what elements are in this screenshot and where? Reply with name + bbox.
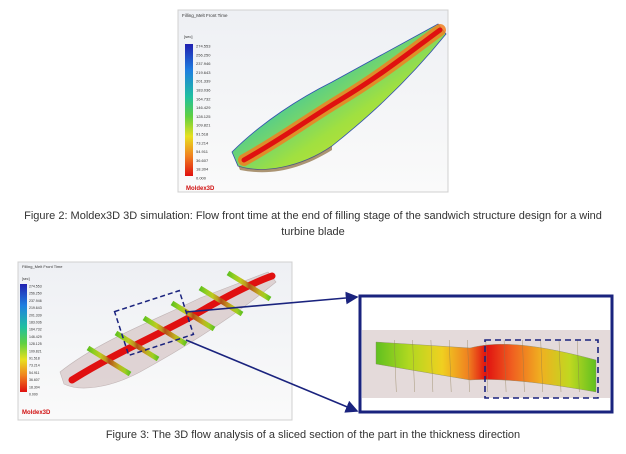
figure-2-image: Filling_Melt Front Time [sec] Moldex3D 2… [177,9,449,193]
legend-label: 128.125 [29,342,42,346]
rib-outline [170,300,216,332]
legend-label: 18.304 [196,167,209,172]
caption: Figure 3: The 3D flow analysis of a slic… [105,429,521,441]
rib-outline [86,345,132,377]
image-title: Filling_Melt Front Time [22,264,63,269]
legend-label: 256.250 [196,52,211,57]
division [485,339,489,393]
legend-label: 146.429 [196,105,211,110]
legend-label: 0.000 [29,393,38,397]
color-scale [185,44,193,176]
legend-label: 146.429 [29,335,42,339]
rib [226,270,272,302]
brand-label: Moldex3D [22,410,51,416]
division [412,339,415,393]
legend-label: 201.339 [29,313,42,317]
legend-label: 183.036 [196,88,211,93]
legend-unit: [sec] [22,277,30,281]
division [448,339,452,393]
legend-label: 274.553 [29,285,42,289]
rib [198,285,244,317]
legend-label: 274.553 [196,44,211,49]
legend-label: 54.911 [29,371,39,375]
division [540,339,543,393]
caption: Figure 2: Moldex3D 3D simulation: Flow f… [24,210,602,238]
legend-label: 164.732 [196,96,211,101]
division [467,339,470,393]
rib-outline [226,270,272,302]
legend-label: 0.000 [196,176,207,181]
legend-label: 73.214 [29,364,40,368]
legend-unit: [sec] [184,34,192,39]
legend-label: 219.643 [196,70,211,75]
division [577,339,580,393]
legend-label: 91.518 [29,357,40,361]
legend-label: 237.946 [196,61,211,66]
legend-label: 109.821 [196,123,211,128]
division [558,339,562,393]
rib [86,345,132,377]
zoom-arrow [185,291,359,313]
division [394,339,397,393]
legend-label: 201.339 [196,79,211,84]
legend-label: 36.607 [29,378,40,382]
division [430,339,434,393]
color-scale [20,284,27,392]
division [522,339,525,393]
selection-box [484,339,599,399]
legend-label: 128.125 [196,114,211,119]
slice-section [375,341,597,393]
legend-label: 237.946 [29,299,42,303]
division [503,339,507,393]
legend-label: 109.821 [29,349,42,353]
image-title: Filling_Melt Front Time [182,13,228,18]
brand-label: Moldex3D [186,186,215,192]
blade-edge [236,146,332,173]
legend-label: 36.607 [196,158,209,163]
legend-label: 91.518 [196,132,209,137]
figure-3-image: Filling_Melt Front Time [sec] Moldex3D 2… [17,261,293,421]
zoom-view [358,294,614,414]
legend-label: 219.643 [29,306,42,310]
legend-label: 54.911 [196,149,209,154]
rib-outline [198,285,244,317]
legend-label: 183.036 [29,321,42,325]
slice-divisions [394,339,580,393]
rib [170,300,216,332]
zoom-arrow [185,339,359,413]
legend-label: 18.304 [29,385,40,389]
legend-label: 256.250 [29,292,42,296]
legend-label: 164.732 [29,328,42,332]
flow-center [241,27,443,163]
legend-label: 73.214 [196,140,209,145]
